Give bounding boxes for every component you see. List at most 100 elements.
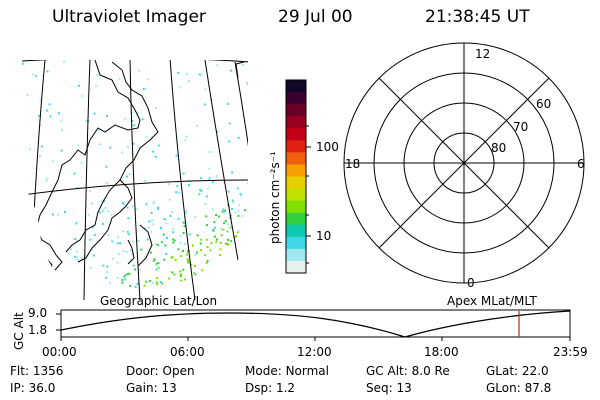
emission-pixel <box>107 234 110 237</box>
emission-pixel <box>109 146 112 149</box>
emission-pixel <box>135 207 138 210</box>
emission-pixel <box>178 86 181 89</box>
emission-pixel <box>206 246 209 248</box>
emission-pixel <box>117 236 120 239</box>
emission-pixel <box>186 258 189 261</box>
emission-pixel <box>228 205 231 208</box>
emission-pixel <box>176 185 179 188</box>
intensity-colorbar <box>286 80 306 274</box>
emission-pixel <box>39 99 42 102</box>
info-glat: GLat: 22.0 <box>486 363 549 380</box>
info-door-value: Open <box>162 364 195 378</box>
emission-pixel <box>156 283 159 286</box>
emission-pixel <box>163 218 166 220</box>
emission-pixel <box>163 258 166 261</box>
emission-pixel <box>154 155 157 158</box>
emission-pixel <box>157 207 159 210</box>
emission-pixel <box>161 282 164 285</box>
altitude-strip-chart <box>56 309 571 341</box>
emission-pixel <box>102 209 105 212</box>
emission-pixel <box>237 214 240 217</box>
emission-pixel <box>26 94 29 96</box>
aurora-emission <box>22 60 248 288</box>
emission-pixel <box>145 280 148 283</box>
emission-pixel <box>203 103 206 106</box>
emission-pixel <box>179 275 182 278</box>
info-flt-label: Flt: <box>10 364 29 378</box>
info-door: Door: Open <box>126 363 195 380</box>
emission-pixel <box>57 112 60 115</box>
emission-pixel <box>140 248 143 251</box>
emission-pixel <box>164 218 167 221</box>
emission-pixel <box>49 115 52 118</box>
emission-pixel <box>238 204 241 207</box>
emission-pixel <box>171 256 174 259</box>
emission-pixel <box>149 251 152 254</box>
colorbar-band <box>286 164 306 178</box>
emission-pixel <box>224 220 227 222</box>
time-tick-2359: 23:59 <box>553 345 588 359</box>
emission-pixel <box>155 243 157 245</box>
emission-pixel <box>173 239 176 242</box>
emission-pixel <box>179 241 182 244</box>
emission-pixel <box>219 241 222 244</box>
emission-pixel <box>210 242 213 245</box>
emission-pixel <box>75 255 78 258</box>
emission-pixel <box>213 221 216 224</box>
info-gcalt: GC Alt: 8.0 Re <box>366 363 450 380</box>
emission-pixel <box>184 139 187 142</box>
emission-pixel <box>229 226 232 229</box>
polar-grid <box>343 42 585 284</box>
emission-pixel <box>22 62 25 65</box>
colorbar-band <box>286 224 306 238</box>
emission-pixel <box>203 254 206 257</box>
emission-pixel <box>247 182 248 184</box>
emission-pixel <box>108 281 111 284</box>
emission-pixel <box>122 202 124 204</box>
emission-pixel <box>177 248 180 251</box>
emission-pixel <box>129 173 132 176</box>
info-mode-value: Normal <box>285 364 329 378</box>
emission-pixel <box>52 213 54 216</box>
emission-pixel <box>81 257 84 260</box>
emission-pixel <box>122 249 125 252</box>
emission-pixel <box>136 282 139 285</box>
colorbar-band <box>286 188 306 202</box>
emission-pixel <box>162 233 165 236</box>
emission-pixel <box>123 203 125 206</box>
mlt-label-18: 18 <box>345 157 361 171</box>
emission-pixel <box>207 187 210 190</box>
emission-pixel <box>168 183 171 186</box>
emission-pixel <box>98 143 101 146</box>
strip-ytick-9: 9.0 <box>28 306 48 320</box>
emission-pixel <box>211 181 214 184</box>
emission-pixel <box>227 238 230 241</box>
emission-pixel <box>132 124 135 127</box>
emission-pixel <box>155 268 158 271</box>
emission-pixel <box>77 84 80 87</box>
emission-pixel <box>183 225 186 228</box>
emission-pixel <box>185 135 188 138</box>
emission-pixel <box>123 275 126 278</box>
emission-pixel <box>107 210 110 213</box>
emission-pixel <box>190 263 193 266</box>
emission-pixel <box>120 151 123 154</box>
emission-pixel <box>206 260 209 262</box>
emission-pixel <box>205 224 208 227</box>
emission-pixel <box>76 187 79 189</box>
emission-pixel <box>76 258 79 261</box>
emission-pixel <box>73 172 76 175</box>
emission-pixel <box>156 244 159 247</box>
emission-pixel <box>182 232 185 234</box>
colorbar-band <box>286 92 306 105</box>
emission-pixel <box>230 240 233 243</box>
emission-pixel <box>96 73 99 76</box>
emission-pixel <box>245 81 248 84</box>
emission-pixel <box>226 230 229 233</box>
emission-pixel <box>138 69 141 72</box>
emission-pixel <box>148 226 151 229</box>
emission-pixel <box>34 75 37 78</box>
emission-pixel <box>93 234 96 236</box>
emission-pixel <box>130 249 132 252</box>
emission-pixel <box>132 142 135 145</box>
